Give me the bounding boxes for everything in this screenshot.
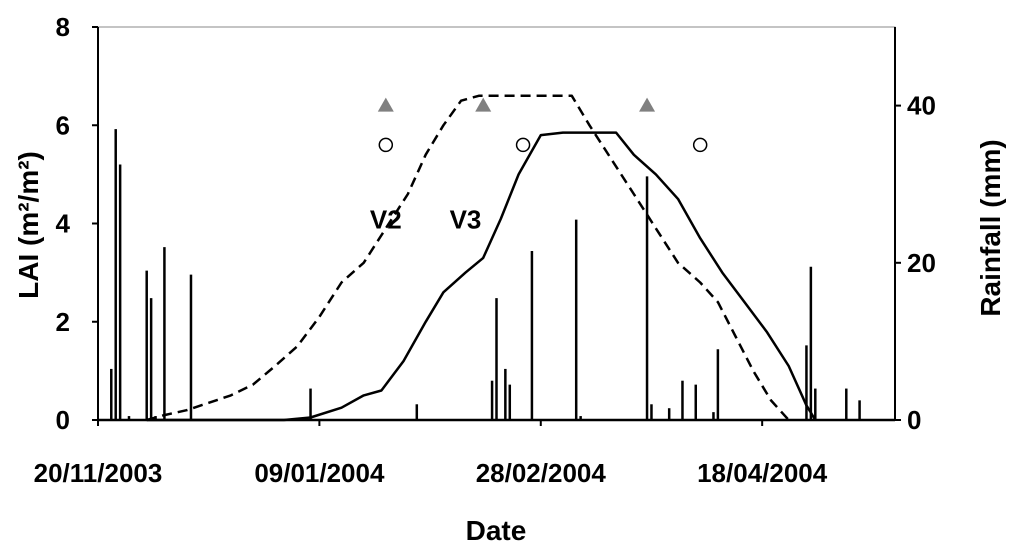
series-annotation-v2: V2 <box>370 204 402 234</box>
x-tick-label: 28/02/2004 <box>476 458 607 488</box>
y-tick-label-right: 40 <box>907 91 936 121</box>
series-annotation-v3: V3 <box>450 204 482 234</box>
x-axis-title: Date <box>466 515 527 544</box>
circle-marker <box>378 137 394 153</box>
y-tick-label-right: 20 <box>907 248 936 278</box>
triangle-marker <box>639 97 656 112</box>
y-tick-label-left: 0 <box>56 405 70 435</box>
observation-markers <box>377 97 708 153</box>
y-tick-label-left: 2 <box>56 307 70 337</box>
axes: 0 2 4 6 8 0 20 40 20/11/2003 09/01/2004 28/02/2004… <box>34 12 936 488</box>
y-tick-label-left: 6 <box>56 110 70 140</box>
rainfall-bars <box>110 129 861 420</box>
y-tick-label-left: 8 <box>56 12 70 42</box>
series-line-v3 <box>146 131 817 422</box>
lai-lines <box>146 94 817 422</box>
circle-marker <box>515 137 531 153</box>
triangle-marker <box>475 97 492 112</box>
x-tick-label: 20/11/2003 <box>34 458 163 488</box>
x-tick-label: 09/01/2004 <box>254 458 385 488</box>
annotations: V2 V3 <box>370 204 482 234</box>
x-tick-label: 18/04/2004 <box>697 458 828 488</box>
y-tick-label-right: 0 <box>907 405 921 435</box>
circle-marker <box>692 137 708 153</box>
y-axis-title-left: LAI (m²/m²) <box>13 151 44 299</box>
triangle-marker <box>377 97 394 112</box>
y-tick-label-left: 4 <box>56 209 71 239</box>
series-line-v2 <box>146 94 790 422</box>
y-axis-title-right: Rainfall (mm) <box>975 139 1006 316</box>
